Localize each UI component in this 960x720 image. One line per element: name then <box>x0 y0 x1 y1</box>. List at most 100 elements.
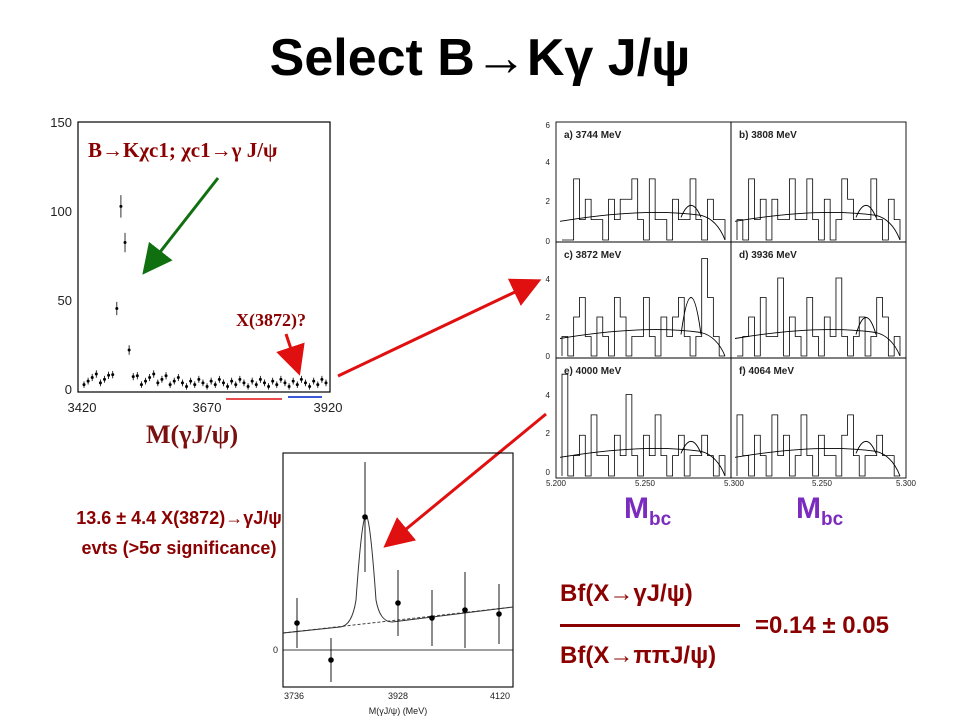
mbc-label-right: Mbc <box>796 492 844 530</box>
left-point <box>111 373 115 377</box>
ratio-fraction-bar <box>560 624 740 627</box>
left-point <box>197 377 201 381</box>
left-xtick-3670: 3670 <box>193 400 222 415</box>
left-ytick-0: 0 <box>65 382 72 397</box>
left-data-points <box>82 195 328 390</box>
bottom-point <box>395 600 401 606</box>
mbc-xtick-2: 5.250 <box>635 479 656 488</box>
mbc-xtick-1: 5.200 <box>546 479 567 488</box>
mbc-step-histogram <box>736 414 900 477</box>
mbc-fit-curve <box>559 329 726 357</box>
left-point <box>213 383 217 387</box>
mbc-peak-curve <box>855 440 877 454</box>
bottom-xtick-3736: 3736 <box>284 691 304 701</box>
left-point <box>176 376 180 380</box>
left-point <box>275 383 279 387</box>
left-xtick-3420: 3420 <box>68 400 97 415</box>
mbc-panel-label: c) 3872 MeV <box>564 250 622 261</box>
bottom-point <box>328 657 334 663</box>
bottom-xlabel: M(γJ/ψ) (MeV) <box>369 706 427 716</box>
left-point <box>139 383 143 387</box>
mbc-panel-label: a) 3744 MeV <box>564 130 622 141</box>
left-point <box>193 383 197 387</box>
left-point <box>279 377 283 381</box>
bottom-point <box>362 514 368 520</box>
left-point <box>246 384 250 388</box>
left-point <box>287 384 291 388</box>
left-point <box>267 384 271 388</box>
left-point <box>250 379 254 383</box>
mbc-label-left: Mbc <box>624 492 672 530</box>
bottom-point <box>496 611 502 617</box>
left-point <box>221 381 225 385</box>
chi-c1-annotation: B→Kχc1; χc1→γ J/ψ <box>88 138 278 162</box>
mbc-xtick-5: 5.300 <box>896 479 917 488</box>
left-point <box>148 376 152 380</box>
mbc-panel-frame <box>730 357 907 479</box>
ratio-value: =0.14 ± 0.05 <box>755 612 889 639</box>
green-arrow <box>142 177 220 275</box>
bottom-data-points <box>294 462 502 682</box>
left-point <box>152 372 156 376</box>
left-point <box>201 381 205 385</box>
arrow-to-bottom <box>383 412 547 548</box>
left-ytick-100: 100 <box>50 204 72 219</box>
mbc-step-histogram <box>736 178 901 241</box>
arrow-to-mbc <box>337 278 542 378</box>
left-point <box>283 381 287 385</box>
mbc-step-histogram <box>562 178 726 241</box>
left-ytick-150: 150 <box>50 115 72 130</box>
left-point <box>238 377 242 381</box>
left-point <box>295 383 299 387</box>
left-point <box>123 241 127 245</box>
left-point <box>209 379 213 383</box>
left-point <box>312 379 316 383</box>
left-histogram: 150 100 50 0 3420 3670 3920 <box>50 115 342 415</box>
left-plot-frame <box>77 121 331 393</box>
left-xtick-3920: 3920 <box>314 400 343 415</box>
left-point <box>217 377 221 381</box>
left-point <box>172 379 176 383</box>
left-point <box>185 384 189 388</box>
mbc-ytick-4b: 4 <box>546 275 551 284</box>
mbc-panel-label: f) 4064 MeV <box>739 366 794 377</box>
mbc-peak-curve <box>680 204 702 218</box>
left-point <box>103 377 107 381</box>
mbc-ytick-2: 2 <box>546 197 551 206</box>
mbc-panel-label: d) 3936 MeV <box>739 250 797 261</box>
x3872-arrow <box>276 333 305 376</box>
mbc-ytick-0c: 0 <box>546 468 551 477</box>
bottom-point <box>429 615 435 621</box>
left-point <box>234 383 238 387</box>
left-point <box>131 375 135 379</box>
mbc-ytick-4: 4 <box>546 158 551 167</box>
left-point <box>230 379 234 383</box>
left-point <box>262 381 266 385</box>
bottom-point <box>462 607 468 613</box>
left-point <box>135 374 139 378</box>
left-point <box>119 204 123 208</box>
bottom-fit-plot: 0 3736 3928 4120 M(γJ/ψ) (MeV) <box>273 452 514 716</box>
left-point <box>189 379 193 383</box>
x3872-annotation: X(3872)? <box>236 310 306 330</box>
left-point <box>291 379 295 383</box>
mbc-peak-curve <box>680 440 702 454</box>
significance-line1: 13.6 ± 4.4 X(3872)→γJ/ψ <box>76 508 282 528</box>
bottom-ytick-0: 0 <box>273 645 278 655</box>
left-point <box>168 383 172 387</box>
left-point <box>127 348 131 352</box>
left-point <box>164 374 168 378</box>
left-point <box>115 306 119 310</box>
left-point <box>320 377 324 381</box>
mbc-ytick-2b: 2 <box>546 313 551 322</box>
left-point <box>226 384 230 388</box>
mbc-ytick-2c: 2 <box>546 429 551 438</box>
mbc-ytick-6: 6 <box>546 121 551 130</box>
left-point <box>258 377 262 381</box>
slide-title: Select B→Kγ J/ψ <box>269 29 691 87</box>
left-point <box>160 377 164 381</box>
mbc-ytick-0b: 0 <box>546 352 551 361</box>
mbc-ytick-4c: 4 <box>546 391 551 400</box>
mbc-fit-curve <box>734 448 901 477</box>
